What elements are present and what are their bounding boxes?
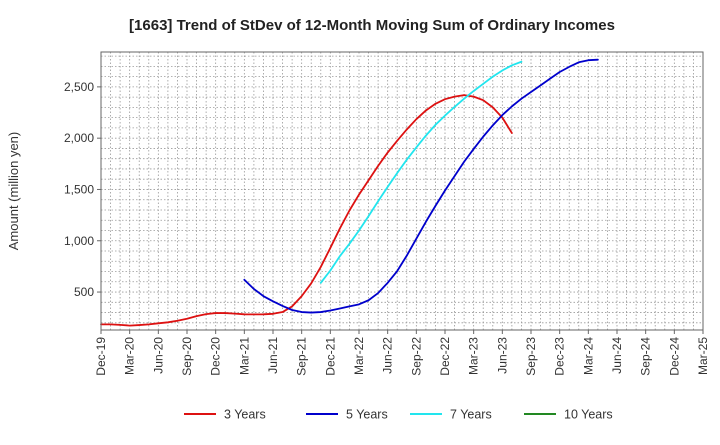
x-axis-ticks: Dec-19 Mar-20 Jun-20 Sep-20 Dec-20 Mar-21 Jun-… xyxy=(94,330,710,376)
x-tick-label: Dec-21 xyxy=(323,337,337,376)
x-tick-label: Sep-21 xyxy=(295,337,309,376)
x-tick-label: Mar-24 xyxy=(581,337,595,375)
x-tick-label: Jun-24 xyxy=(610,337,624,374)
y-tick-label: 2,000 xyxy=(64,131,94,145)
y-axis-label: Amount (million yen) xyxy=(6,132,21,251)
y-axis-ticks: 500 1,000 1,500 2,000 2,500 xyxy=(64,80,101,299)
series-line-7-years xyxy=(319,60,523,284)
grid xyxy=(100,52,704,330)
y-tick-label: 1,500 xyxy=(64,182,94,196)
x-tick-label: Sep-20 xyxy=(180,337,194,376)
x-tick-label: Dec-19 xyxy=(94,337,108,376)
series-lines xyxy=(100,58,599,327)
chart-title: [1663] Trend of StDev of 12-Month Moving… xyxy=(129,17,615,34)
x-tick-label: Jun-23 xyxy=(495,337,509,374)
y-tick-label: 1,000 xyxy=(64,234,94,248)
legend-label: 10 Years xyxy=(564,408,613,422)
x-tick-label: Sep-24 xyxy=(639,337,653,376)
legend-label: 5 Years xyxy=(346,408,388,422)
legend-label: 3 Years xyxy=(224,408,266,422)
legend: 3 Years 5 Years 7 Years 10 Years xyxy=(184,408,613,422)
x-tick-label: Jun-20 xyxy=(151,337,165,374)
series-line-5-years xyxy=(243,58,599,314)
series-line-3-years xyxy=(100,94,513,327)
x-tick-label: Mar-20 xyxy=(123,337,137,375)
x-tick-label: Sep-22 xyxy=(409,337,423,376)
y-tick-label: 2,500 xyxy=(64,80,94,94)
x-tick-label: Dec-22 xyxy=(438,337,452,376)
legend-label: 7 Years xyxy=(450,408,492,422)
x-tick-label: Mar-22 xyxy=(352,337,366,375)
plot-frame xyxy=(100,51,704,331)
y-tick-label: 500 xyxy=(74,285,94,299)
x-tick-label: Dec-20 xyxy=(209,337,223,376)
x-tick-label: Jun-22 xyxy=(381,337,395,374)
x-tick-label: Jun-21 xyxy=(266,337,280,374)
x-tick-label: Dec-23 xyxy=(553,337,567,376)
x-tick-label: Dec-24 xyxy=(667,337,681,376)
x-tick-label: Mar-23 xyxy=(467,337,481,375)
x-tick-label: Sep-23 xyxy=(524,337,538,376)
x-tick-label: Mar-25 xyxy=(696,337,710,375)
x-tick-label: Mar-21 xyxy=(237,337,251,375)
